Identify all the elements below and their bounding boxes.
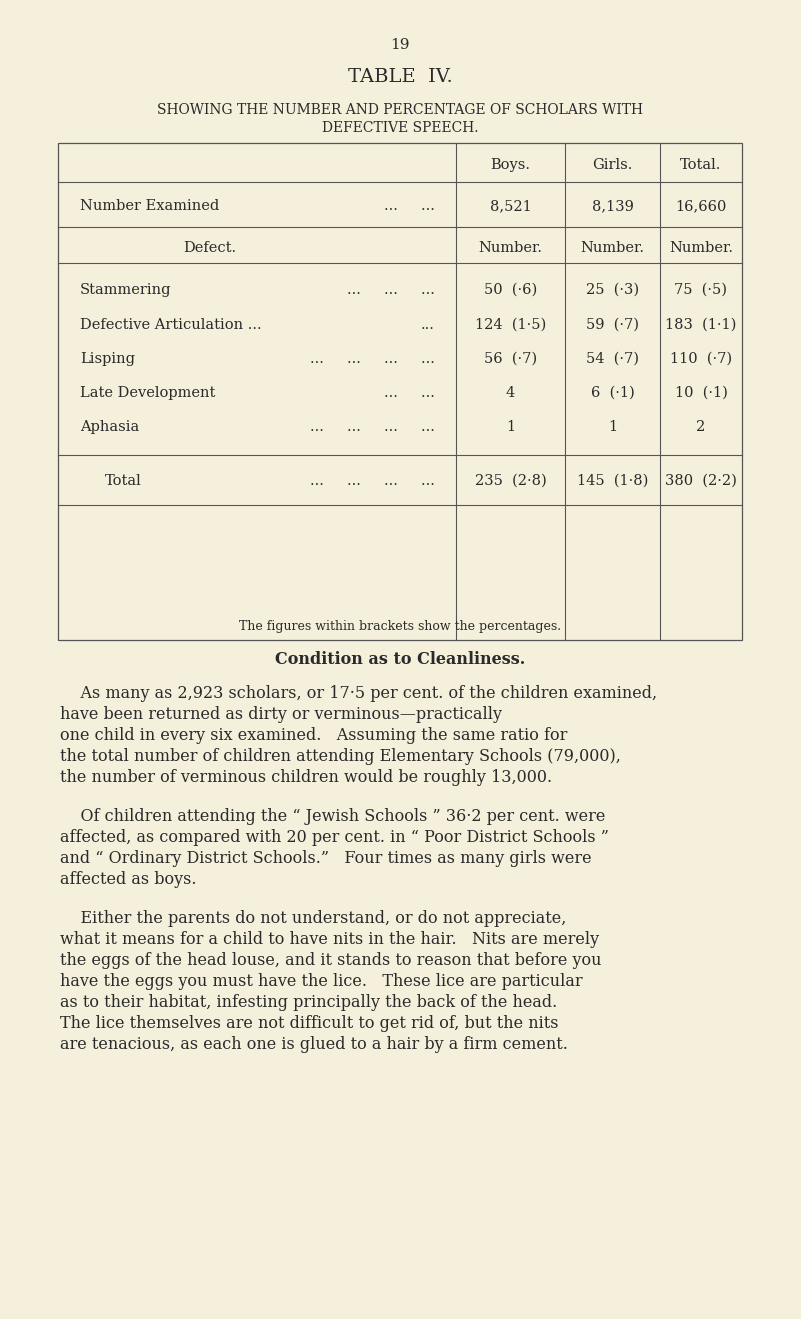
Text: Number.: Number.: [669, 241, 733, 255]
Text: 4: 4: [506, 386, 515, 400]
Text: Total.: Total.: [680, 158, 722, 171]
Text: 25  (·3): 25 (·3): [586, 284, 639, 297]
Text: 2: 2: [696, 419, 706, 434]
Text: 124  (1·5): 124 (1·5): [475, 318, 546, 332]
Text: Number.: Number.: [478, 241, 542, 255]
Text: ...     ...     ...     ...: ... ... ... ...: [310, 352, 435, 365]
Text: Of children attending the “ Jewish Schools ” 36·2 per cent. were: Of children attending the “ Jewish Schoo…: [60, 809, 606, 824]
Text: The figures within brackets show the percentages.: The figures within brackets show the per…: [239, 620, 561, 633]
Bar: [58, 142, 742, 640]
Text: 19: 19: [390, 38, 410, 51]
Text: the eggs of the head louse, and it stands to reason that before you: the eggs of the head louse, and it stand…: [60, 952, 602, 969]
Text: 10  (·1): 10 (·1): [674, 386, 727, 400]
Text: DEFECTIVE SPEECH.: DEFECTIVE SPEECH.: [322, 121, 478, 135]
Text: Girls.: Girls.: [592, 158, 633, 171]
Text: 16,660: 16,660: [675, 199, 727, 212]
Text: have the eggs you must have the lice.   These lice are particular: have the eggs you must have the lice. Th…: [60, 973, 582, 991]
Text: Late Development: Late Development: [80, 386, 215, 400]
Text: Stammering: Stammering: [80, 284, 171, 297]
Text: Aphasia: Aphasia: [80, 419, 139, 434]
Text: the total number of children attending Elementary Schools (79,000),: the total number of children attending E…: [60, 748, 621, 765]
Text: 1: 1: [608, 419, 617, 434]
Text: Number Examined: Number Examined: [80, 199, 219, 212]
Text: are tenacious, as each one is glued to a hair by a firm cement.: are tenacious, as each one is glued to a…: [60, 1035, 568, 1053]
Text: 145  (1·8): 145 (1·8): [577, 474, 648, 488]
Text: as to their habitat, infesting principally the back of the head.: as to their habitat, infesting principal…: [60, 995, 557, 1010]
Text: ...     ...: ... ...: [384, 199, 435, 212]
Text: The lice themselves are not difficult to get rid of, but the nits: The lice themselves are not difficult to…: [60, 1016, 558, 1031]
Text: 8,521: 8,521: [489, 199, 531, 212]
Text: Either the parents do not understand, or do not appreciate,: Either the parents do not understand, or…: [60, 910, 566, 927]
Text: TABLE  IV.: TABLE IV.: [348, 69, 453, 86]
Text: ...     ...: ... ...: [384, 386, 435, 400]
Text: ...     ...     ...     ...: ... ... ... ...: [310, 474, 435, 488]
Text: ...     ...     ...: ... ... ...: [347, 284, 435, 297]
Text: 50  (·6): 50 (·6): [484, 284, 537, 297]
Text: 235  (2·8): 235 (2·8): [475, 474, 546, 488]
Text: affected as boys.: affected as boys.: [60, 871, 196, 888]
Text: Defect.: Defect.: [183, 241, 236, 255]
Text: 1: 1: [506, 419, 515, 434]
Text: 54  (·7): 54 (·7): [586, 352, 639, 365]
Text: Total: Total: [105, 474, 142, 488]
Text: 183  (1·1): 183 (1·1): [666, 318, 737, 332]
Text: 59  (·7): 59 (·7): [586, 318, 639, 332]
Text: Number.: Number.: [581, 241, 645, 255]
Text: 380  (2·2): 380 (2·2): [665, 474, 737, 488]
Text: 56  (·7): 56 (·7): [484, 352, 537, 365]
Text: the number of verminous children would be roughly 13,000.: the number of verminous children would b…: [60, 769, 552, 786]
Text: As many as 2,923 scholars, or 17·5 per cent. of the children examined,: As many as 2,923 scholars, or 17·5 per c…: [60, 685, 657, 702]
Text: 8,139: 8,139: [592, 199, 634, 212]
Text: what it means for a child to have nits in the hair.   Nits are merely: what it means for a child to have nits i…: [60, 931, 599, 948]
Text: 6  (·1): 6 (·1): [590, 386, 634, 400]
Text: have been returned as dirty or verminous—practically: have been returned as dirty or verminous…: [60, 706, 502, 723]
Text: ...     ...     ...     ...: ... ... ... ...: [310, 419, 435, 434]
Text: and “ Ordinary District Schools.”   Four times as many girls were: and “ Ordinary District Schools.” Four t…: [60, 849, 592, 867]
Text: 110  (·7): 110 (·7): [670, 352, 732, 365]
Text: 75  (·5): 75 (·5): [674, 284, 727, 297]
Text: Lisping: Lisping: [80, 352, 135, 365]
Text: one child in every six examined.   Assuming the same ratio for: one child in every six examined. Assumin…: [60, 727, 567, 744]
Text: Defective Articulation ...: Defective Articulation ...: [80, 318, 262, 332]
Text: affected, as compared with 20 per cent. in “ Poor District Schools ”: affected, as compared with 20 per cent. …: [60, 830, 609, 845]
Text: SHOWING THE NUMBER AND PERCENTAGE OF SCHOLARS WITH: SHOWING THE NUMBER AND PERCENTAGE OF SCH…: [157, 103, 643, 117]
Text: ...: ...: [421, 318, 435, 332]
Text: Condition as to Cleanliness.: Condition as to Cleanliness.: [275, 652, 525, 667]
Text: Boys.: Boys.: [490, 158, 530, 171]
